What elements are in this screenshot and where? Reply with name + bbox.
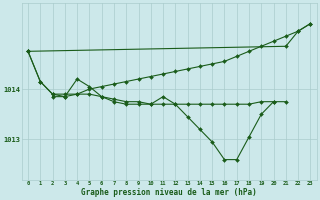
X-axis label: Graphe pression niveau de la mer (hPa): Graphe pression niveau de la mer (hPa) xyxy=(81,188,257,197)
